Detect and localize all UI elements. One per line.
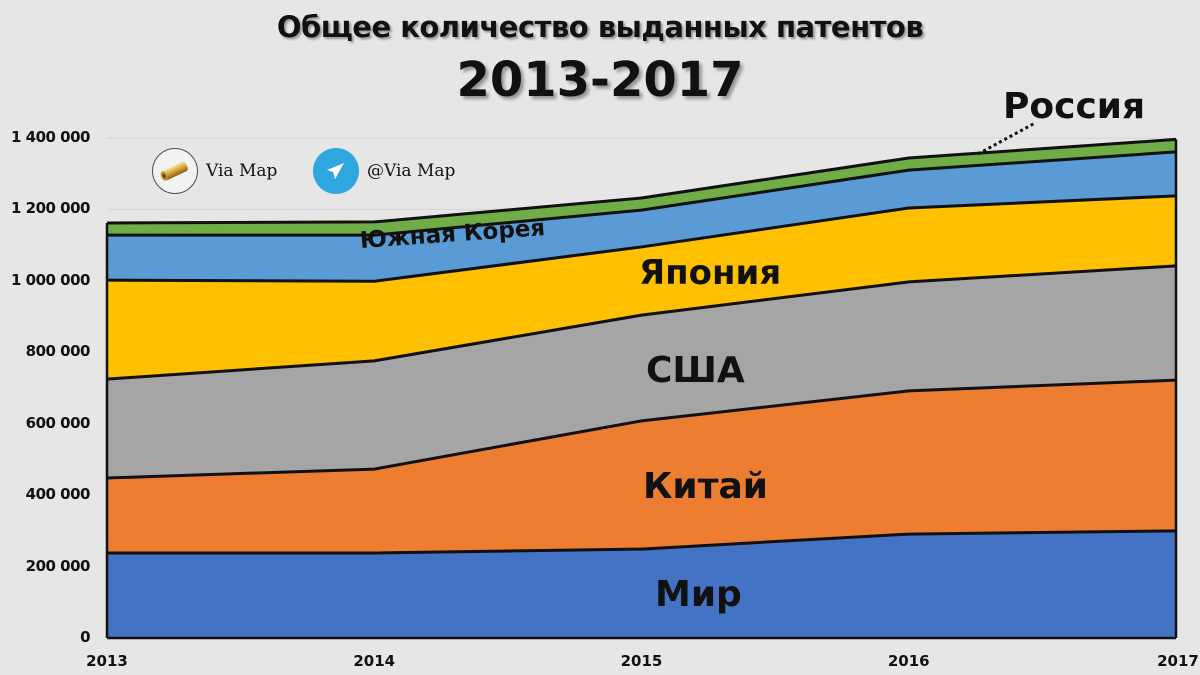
y-tick-label: 1 200 000 xyxy=(10,199,91,218)
area-Южная Корея xyxy=(107,151,1176,282)
brand-telegram-label: @Via Map xyxy=(367,161,456,181)
x-tick-label: 2016 xyxy=(887,652,930,670)
x-tick-label: 2013 xyxy=(86,652,128,670)
chart-subtitle-years: 2013-2017 xyxy=(456,52,744,108)
y-tick-label: 600 000 xyxy=(25,413,91,432)
y-tick-label: 0 xyxy=(80,628,90,646)
series-borders xyxy=(105,137,1178,640)
label-usa: США xyxy=(646,350,745,391)
area-series xyxy=(107,139,1176,638)
y-tick-label: 1 400 000 xyxy=(10,128,91,146)
label-china: Китай xyxy=(643,466,769,507)
telegram-icon xyxy=(313,148,359,194)
x-tick-label: 2014 xyxy=(353,652,396,670)
border-Россия xyxy=(106,137,1177,225)
border-Мир xyxy=(107,529,1177,555)
area-Россия xyxy=(107,139,1176,236)
x-tick-label: 2017 xyxy=(1157,652,1199,670)
scroll-icon xyxy=(152,148,198,194)
brand-telegram: @Via Map xyxy=(313,148,455,194)
y-tick-label: 1 000 000 xyxy=(10,270,91,289)
border-Китай xyxy=(106,378,1177,480)
russia-leader-line xyxy=(977,121,1036,156)
label-world: Мир xyxy=(655,574,742,615)
area-Мир xyxy=(107,530,1176,638)
area-США xyxy=(107,265,1176,478)
border-Южная Корея xyxy=(107,150,1177,237)
border-США xyxy=(106,264,1177,381)
label-russia: Россия xyxy=(1003,86,1146,127)
label-japan: Япония xyxy=(639,253,782,293)
brand-site-label: Via Map xyxy=(206,161,278,181)
area-Китай xyxy=(107,380,1176,553)
brand-site: Via Map xyxy=(152,148,277,194)
chart-title: Общее количество выданных патентов xyxy=(276,10,924,44)
y-tick-label: 800 000 xyxy=(25,342,91,361)
area-Япония xyxy=(107,195,1176,380)
border-Япония xyxy=(106,194,1177,283)
y-tick-label: 200 000 xyxy=(25,556,91,575)
y-tick-label: 400 000 xyxy=(25,485,91,504)
x-tick-label: 2015 xyxy=(620,652,663,670)
